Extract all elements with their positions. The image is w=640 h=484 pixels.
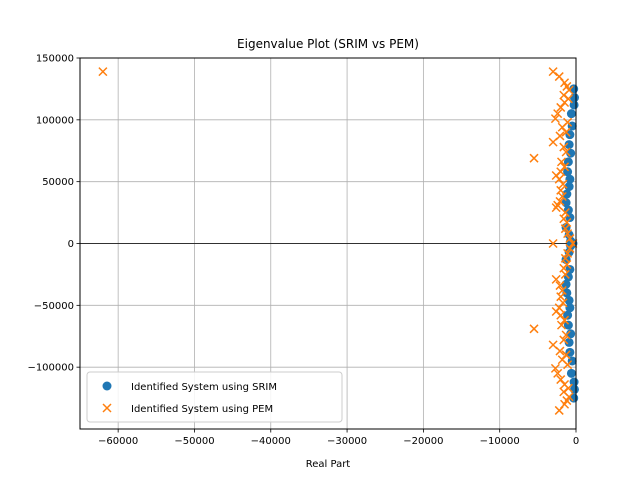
legend-entry: Identified System using PEM xyxy=(102,403,273,415)
srim-eigenvalue-point xyxy=(564,337,574,347)
y-tick-label: 0 xyxy=(68,239,74,250)
pem-eigenvalue-point xyxy=(548,137,558,147)
pem-eigenvalue-point xyxy=(551,274,561,284)
legend-marker xyxy=(102,381,112,391)
pem-eigenvalue-point xyxy=(561,147,571,157)
srim-eigenvalue-point xyxy=(562,189,572,199)
x-tick-label: 0 xyxy=(573,436,579,447)
pem-eigenvalue-point xyxy=(548,340,558,350)
y-tick-label: −100000 xyxy=(27,363,74,374)
pem-eigenvalue-point xyxy=(98,67,108,77)
srim-eigenvalue-point xyxy=(566,329,576,339)
pem-eigenvalue-point xyxy=(563,248,573,258)
legend-label: Identified System using SRIM xyxy=(131,382,277,393)
pem-eigenvalue-point xyxy=(529,324,539,334)
legend-entry: Identified System using SRIM xyxy=(102,381,277,393)
srim-eigenvalue-point xyxy=(563,310,573,320)
srim-eigenvalue-point xyxy=(565,347,575,357)
pem-eigenvalue-point xyxy=(556,375,566,385)
pem-eigenvalue-point xyxy=(559,142,569,152)
pem-eigenvalue-point xyxy=(556,102,566,112)
pem-eigenvalue-point xyxy=(561,127,571,137)
pem-eigenvalue-point xyxy=(560,379,570,390)
legend-label: Identified System using PEM xyxy=(131,404,273,415)
pem-eigenvalue-point xyxy=(558,179,568,189)
chart-title: Eigenvalue Plot (SRIM vs PEM) xyxy=(237,37,419,51)
x-tick-label: −60000 xyxy=(98,436,138,447)
y-tick-label: −50000 xyxy=(34,301,74,312)
pem-eigenvalue-point xyxy=(529,153,539,163)
legend-box xyxy=(86,371,343,423)
pem-eigenvalue-point xyxy=(565,234,575,244)
pem-eigenvalue-point xyxy=(560,224,570,234)
pem-eigenvalue-point xyxy=(548,238,558,249)
pem-eigenvalue-point xyxy=(553,368,563,378)
pem-eigenvalue-point xyxy=(565,243,575,253)
pem-eigenvalue-point xyxy=(555,281,565,291)
srim-eigenvalue-point xyxy=(563,320,573,330)
pem-eigenvalue-point xyxy=(560,253,570,263)
data-points xyxy=(98,67,579,415)
pem-series xyxy=(98,67,578,415)
pem-eigenvalue-point xyxy=(559,335,569,345)
srim-eigenvalue-point xyxy=(564,182,574,192)
pem-eigenvalue-point xyxy=(554,303,564,313)
legend: Identified System using SRIM Identified S… xyxy=(86,371,343,423)
pem-eigenvalue-point xyxy=(553,109,563,119)
srim-eigenvalue-point xyxy=(562,288,572,298)
pem-eigenvalue-point xyxy=(561,330,571,340)
pem-eigenvalue-point xyxy=(560,315,570,325)
pem-eigenvalue-point xyxy=(554,174,564,184)
pem-eigenvalue-point xyxy=(557,285,567,296)
x-axis-title: Real Part xyxy=(306,459,351,470)
axis-ticks: −60000 −50000 −40000 −30000 −20000 −10000 0−10… xyxy=(27,54,579,448)
pem-eigenvalue-point xyxy=(557,122,567,132)
srim-eigenvalue-point xyxy=(566,148,576,158)
x-tick-label: −30000 xyxy=(327,436,367,447)
srim-eigenvalue-point xyxy=(563,157,573,167)
pem-eigenvalue-point xyxy=(550,114,560,124)
srim-eigenvalue-point xyxy=(565,174,575,184)
pem-eigenvalue-point xyxy=(556,157,567,167)
pem-eigenvalue-point xyxy=(551,203,561,213)
srim-eigenvalue-point xyxy=(564,295,574,305)
x-tick-label: −20000 xyxy=(403,436,443,447)
srim-eigenvalue-point xyxy=(566,368,576,378)
srim-eigenvalue-point xyxy=(565,130,575,140)
pem-eigenvalue-point xyxy=(561,350,571,360)
x-tick-label: −40000 xyxy=(251,436,291,447)
pem-eigenvalue-point xyxy=(550,363,560,373)
x-tick-label: −50000 xyxy=(174,436,214,447)
x-tick-label: −10000 xyxy=(480,436,520,447)
srim-eigenvalue-point xyxy=(563,167,573,177)
pem-eigenvalue-point xyxy=(558,298,568,308)
pem-eigenvalue-point xyxy=(560,162,570,172)
y-tick-label: 150000 xyxy=(36,54,74,65)
pem-eigenvalue-point xyxy=(556,320,567,330)
pem-eigenvalue-point xyxy=(548,67,558,77)
pem-eigenvalue-point xyxy=(563,229,573,239)
pem-eigenvalue-point xyxy=(557,191,567,202)
srim-eigenvalue-point xyxy=(566,109,576,119)
pem-eigenvalue-point xyxy=(560,97,570,108)
srim-eigenvalue-point xyxy=(565,303,575,313)
srim-eigenvalue-point xyxy=(564,140,574,150)
pem-eigenvalue-point xyxy=(557,355,567,365)
legend-marker xyxy=(102,403,112,413)
y-tick-label: 50000 xyxy=(42,177,74,188)
y-tick-label: 100000 xyxy=(36,115,74,126)
